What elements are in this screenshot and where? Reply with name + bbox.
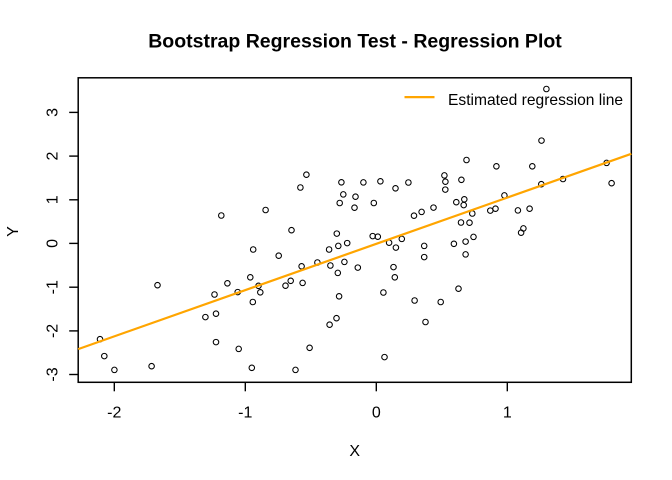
svg-text:2: 2 [44,152,61,161]
svg-text:-2: -2 [107,404,121,421]
svg-text:Estimated regression line: Estimated regression line [448,92,623,109]
svg-text:3: 3 [44,108,61,117]
svg-text:-3: -3 [44,367,61,381]
svg-text:0: 0 [44,239,61,248]
svg-text:-1: -1 [44,280,61,294]
svg-text:Bootstrap Regression Test - Re: Bootstrap Regression Test - Regression P… [148,31,562,53]
svg-text:Y: Y [5,226,22,237]
svg-text:1: 1 [503,404,512,421]
svg-text:X: X [349,443,360,460]
svg-text:0: 0 [372,404,381,421]
svg-text:-2: -2 [44,324,61,338]
svg-text:1: 1 [44,195,61,204]
svg-text:-1: -1 [238,404,252,421]
